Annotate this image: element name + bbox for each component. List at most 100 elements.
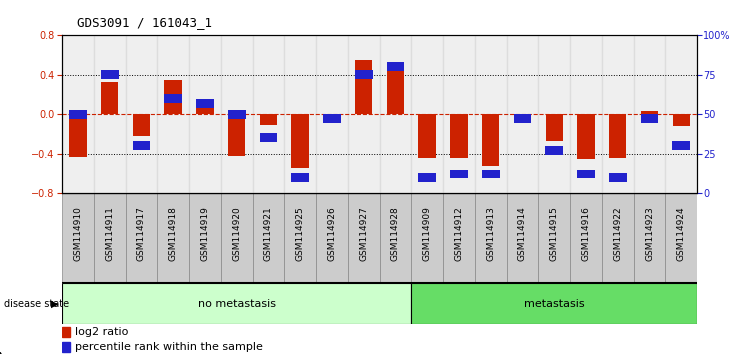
Bar <box>69 110 87 119</box>
Bar <box>412 193 443 283</box>
Bar <box>634 35 666 193</box>
Bar <box>291 173 309 182</box>
Text: GSM114913: GSM114913 <box>486 206 495 261</box>
Bar <box>507 35 539 193</box>
Bar <box>101 70 118 79</box>
Bar <box>62 193 93 283</box>
Bar <box>609 173 626 182</box>
Bar <box>666 35 697 193</box>
Bar <box>133 141 150 150</box>
Bar <box>260 114 277 125</box>
Bar <box>412 35 443 193</box>
Bar <box>260 133 277 142</box>
Text: GSM114918: GSM114918 <box>169 206 177 261</box>
Bar <box>672 114 690 126</box>
Text: GSM114915: GSM114915 <box>550 206 558 261</box>
Bar <box>228 110 245 119</box>
Bar <box>158 35 189 193</box>
Bar <box>570 193 602 283</box>
Bar <box>570 35 602 193</box>
Text: GSM114925: GSM114925 <box>296 206 304 261</box>
Bar <box>666 193 697 283</box>
Bar <box>609 114 626 159</box>
Bar <box>285 35 316 193</box>
Text: GSM114909: GSM114909 <box>423 206 431 261</box>
Bar <box>62 35 93 193</box>
Bar <box>380 35 412 193</box>
Bar <box>316 35 348 193</box>
Bar <box>443 193 475 283</box>
Bar <box>539 35 570 193</box>
Bar <box>253 35 285 193</box>
Text: GDS3091 / 161043_1: GDS3091 / 161043_1 <box>77 17 212 29</box>
Bar <box>387 70 404 114</box>
Text: GSM114911: GSM114911 <box>105 206 114 261</box>
Bar <box>69 114 87 158</box>
Text: GSM114928: GSM114928 <box>391 206 400 261</box>
Text: GSM114926: GSM114926 <box>328 206 337 261</box>
Text: ▶: ▶ <box>51 298 58 309</box>
Text: GSM114927: GSM114927 <box>359 206 368 261</box>
Bar <box>450 114 468 159</box>
Bar <box>323 114 341 121</box>
Bar <box>93 35 126 193</box>
Bar <box>189 193 221 283</box>
Bar <box>62 342 70 353</box>
Bar <box>228 114 245 155</box>
Bar <box>545 114 563 141</box>
Text: no metastasis: no metastasis <box>198 298 276 309</box>
Text: GSM114921: GSM114921 <box>264 206 273 261</box>
Bar <box>634 193 666 283</box>
Text: disease state: disease state <box>4 298 69 309</box>
Text: GSM114922: GSM114922 <box>613 206 622 261</box>
Bar <box>641 114 658 123</box>
Bar <box>475 35 507 193</box>
Bar <box>355 60 372 114</box>
Bar <box>126 35 158 193</box>
Bar <box>412 283 697 324</box>
Bar <box>285 193 316 283</box>
Bar <box>133 114 150 136</box>
Bar <box>348 35 380 193</box>
Bar <box>539 193 570 283</box>
Bar <box>93 193 126 283</box>
Bar <box>158 193 189 283</box>
Text: percentile rank within the sample: percentile rank within the sample <box>74 342 263 352</box>
Text: GSM114919: GSM114919 <box>201 206 210 261</box>
Bar <box>387 62 404 72</box>
Bar <box>253 193 285 283</box>
Bar <box>316 193 348 283</box>
Text: GSM114924: GSM114924 <box>677 206 685 261</box>
Bar <box>62 283 412 324</box>
Text: GSM114920: GSM114920 <box>232 206 241 261</box>
Bar <box>164 94 182 103</box>
Text: GSM114916: GSM114916 <box>582 206 591 261</box>
Text: GSM114912: GSM114912 <box>455 206 464 261</box>
Bar <box>164 80 182 114</box>
Bar <box>355 70 372 79</box>
Bar <box>482 114 499 166</box>
Bar <box>443 35 475 193</box>
Bar <box>196 99 214 108</box>
Bar <box>221 193 253 283</box>
Bar <box>291 114 309 168</box>
Text: GSM114923: GSM114923 <box>645 206 654 261</box>
Bar <box>62 327 70 337</box>
Bar <box>196 101 214 114</box>
Text: GSM114910: GSM114910 <box>74 206 82 261</box>
Bar <box>482 170 499 178</box>
Text: GSM114914: GSM114914 <box>518 206 527 261</box>
Text: GSM114917: GSM114917 <box>137 206 146 261</box>
Bar <box>577 170 595 178</box>
Text: metastasis: metastasis <box>524 298 585 309</box>
Text: log2 ratio: log2 ratio <box>74 327 128 337</box>
Bar <box>323 114 341 123</box>
Bar <box>189 35 221 193</box>
Bar <box>514 114 531 118</box>
Bar <box>641 111 658 114</box>
Bar <box>380 193 412 283</box>
Bar <box>577 114 595 159</box>
Bar <box>348 193 380 283</box>
Bar <box>418 114 436 159</box>
Bar <box>602 193 634 283</box>
